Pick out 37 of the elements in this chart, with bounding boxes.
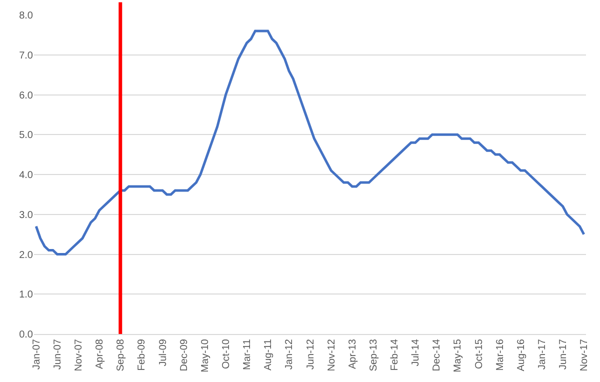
x-tick-label: May-10 bbox=[200, 338, 211, 372]
x-tick-label: Oct-15 bbox=[474, 338, 485, 370]
y-tick-label: 6.0 bbox=[19, 90, 34, 102]
x-tick-label: Apr-08 bbox=[94, 338, 106, 370]
x-tick-label: Jan-07 bbox=[31, 338, 42, 370]
x-tick-label: Feb-14 bbox=[390, 338, 401, 371]
x-tick-label: May-15 bbox=[452, 338, 464, 372]
y-tick-label: 1.0 bbox=[19, 290, 34, 301]
y-tick-label: 7.0 bbox=[19, 50, 34, 62]
x-tick-label: Jan-12 bbox=[284, 338, 296, 370]
x-tick-label: Jul-14 bbox=[410, 338, 422, 366]
x-tick-label: Jan-17 bbox=[537, 338, 548, 370]
x-tick-label: Aug-11 bbox=[263, 338, 274, 371]
x-tick-label: Mar-11 bbox=[242, 338, 254, 370]
x-tick-label: Nov-12 bbox=[326, 338, 338, 372]
y-tick-label: 5.0 bbox=[19, 130, 34, 142]
x-tick-label: Apr-13 bbox=[347, 338, 358, 370]
x-tick-label: Nov-17 bbox=[579, 338, 590, 372]
line-series bbox=[34, 30, 586, 256]
x-tick-label: Dec-09 bbox=[178, 338, 190, 372]
x-tick-label: Jul-09 bbox=[158, 338, 169, 366]
y-tick-label: 4.0 bbox=[19, 170, 34, 181]
x-tick-label: Jun-07 bbox=[52, 338, 64, 370]
y-tick-label: 8.0 bbox=[19, 10, 34, 22]
x-tick-label: Sep-08 bbox=[116, 338, 127, 372]
x-tick-label: Dec-14 bbox=[432, 338, 443, 372]
x-tick-label: Jun-12 bbox=[305, 338, 316, 370]
y-tick-label: 0.0 bbox=[19, 330, 34, 340]
x-tick-label: Aug-16 bbox=[516, 338, 527, 372]
x-tick-label: Jun-17 bbox=[558, 338, 570, 370]
x-tick-label: Sep-13 bbox=[368, 338, 380, 372]
x-tick-label: Nov-07 bbox=[73, 338, 84, 372]
y-tick-label: 2.0 bbox=[19, 250, 34, 261]
y-tick-label: 3.0 bbox=[19, 210, 34, 221]
x-tick-label: Feb-09 bbox=[136, 338, 148, 371]
x-tick-label: Oct-10 bbox=[220, 338, 232, 370]
x-tick-label: Mar-16 bbox=[494, 338, 506, 371]
